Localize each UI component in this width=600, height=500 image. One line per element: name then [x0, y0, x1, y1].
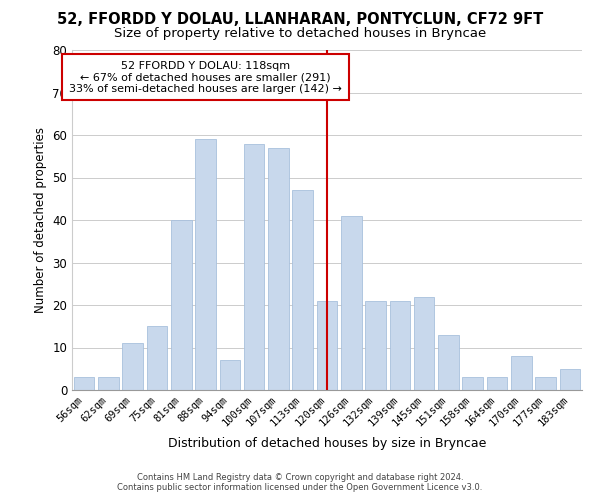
Bar: [74, 378, 94, 390]
Bar: [122, 343, 143, 390]
Bar: [268, 148, 289, 390]
Bar: [98, 378, 119, 390]
Bar: [389, 300, 410, 390]
Bar: [292, 190, 313, 390]
Bar: [560, 369, 580, 390]
Bar: [414, 296, 434, 390]
Y-axis label: Number of detached properties: Number of detached properties: [34, 127, 47, 313]
Bar: [171, 220, 191, 390]
Bar: [146, 326, 167, 390]
Bar: [463, 378, 483, 390]
Text: 52 FFORDD Y DOLAU: 118sqm
← 67% of detached houses are smaller (291)
33% of semi: 52 FFORDD Y DOLAU: 118sqm ← 67% of detac…: [69, 60, 342, 94]
Bar: [487, 378, 508, 390]
Text: Contains HM Land Registry data © Crown copyright and database right 2024.
Contai: Contains HM Land Registry data © Crown c…: [118, 473, 482, 492]
Bar: [438, 335, 459, 390]
Bar: [195, 139, 216, 390]
Bar: [535, 378, 556, 390]
Bar: [341, 216, 362, 390]
Bar: [511, 356, 532, 390]
Bar: [365, 300, 386, 390]
Bar: [220, 360, 240, 390]
Text: Size of property relative to detached houses in Bryncae: Size of property relative to detached ho…: [114, 28, 486, 40]
Text: 52, FFORDD Y DOLAU, LLANHARAN, PONTYCLUN, CF72 9FT: 52, FFORDD Y DOLAU, LLANHARAN, PONTYCLUN…: [57, 12, 543, 28]
Bar: [317, 300, 337, 390]
X-axis label: Distribution of detached houses by size in Bryncae: Distribution of detached houses by size …: [168, 437, 486, 450]
Bar: [244, 144, 265, 390]
